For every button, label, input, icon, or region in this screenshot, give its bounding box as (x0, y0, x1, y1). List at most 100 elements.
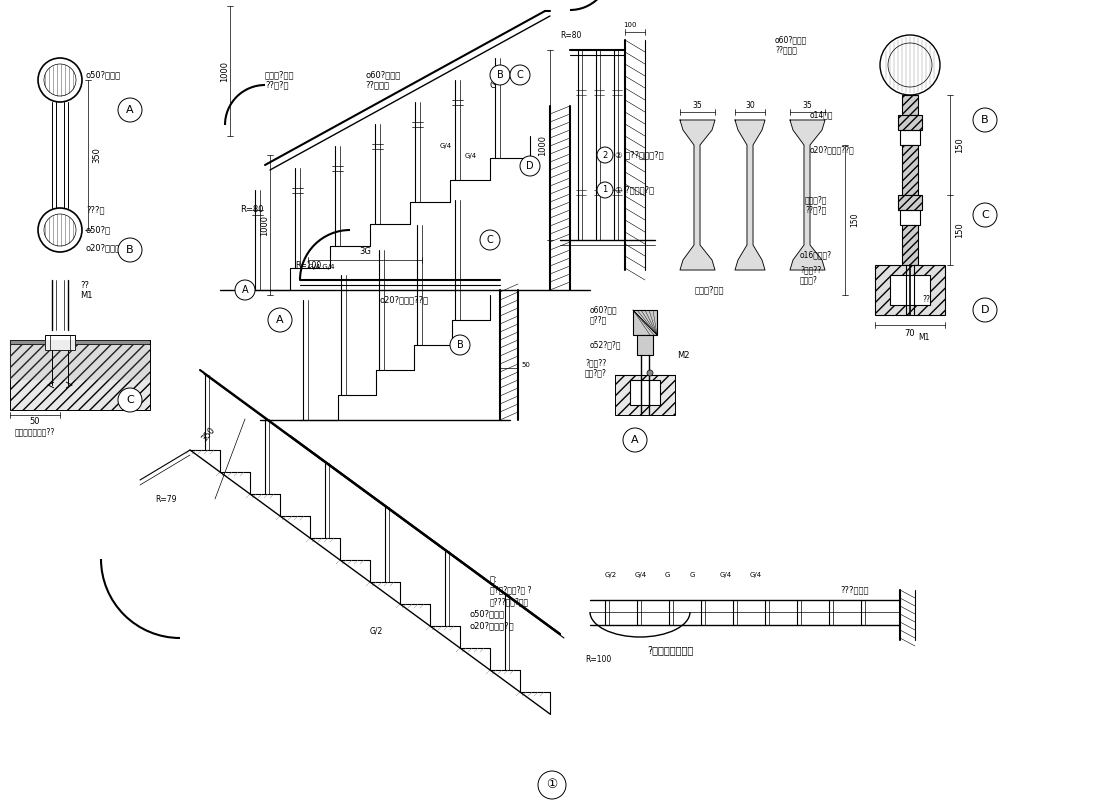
Text: 35: 35 (802, 101, 812, 110)
Text: o60?管或不
??管扶手: o60?管或不 ??管扶手 (365, 70, 400, 89)
Text: 150: 150 (955, 137, 964, 153)
Bar (900, 130, 920, 145)
Text: ???杆扶手: ???杆扶手 (840, 585, 868, 595)
Bar (633, 310, 657, 335)
Text: A: A (631, 435, 639, 445)
Text: 成品花?示意: 成品花?示意 (695, 285, 725, 294)
Text: R=100: R=100 (585, 655, 611, 664)
Circle shape (510, 65, 531, 85)
Text: 350: 350 (92, 147, 101, 163)
Bar (875, 265, 945, 315)
Circle shape (268, 308, 292, 332)
Text: 1: 1 (602, 185, 608, 194)
Circle shape (520, 156, 540, 176)
Text: ??: ?? (81, 280, 89, 289)
Text: ???光: ???光 (86, 206, 105, 214)
Circle shape (118, 238, 142, 262)
Bar (902, 225, 918, 265)
Text: B: B (982, 115, 988, 125)
Text: 成品花?，由
??人?定: 成品花?，由 ??人?定 (265, 70, 295, 89)
Circle shape (647, 370, 653, 376)
Text: C: C (516, 70, 524, 80)
Polygon shape (681, 120, 715, 270)
Text: 成品花?由
??人?定: 成品花?由 ??人?定 (805, 195, 827, 214)
Text: o50?管扶手: o50?管扶手 (86, 70, 121, 80)
Text: C: C (126, 395, 133, 405)
Text: 1000: 1000 (260, 214, 269, 235)
Bar (10, 340, 150, 344)
Text: 3G: 3G (360, 247, 371, 256)
Text: o60?管或
不??管: o60?管或 不??管 (590, 305, 618, 325)
Text: A: A (126, 105, 133, 115)
Circle shape (118, 388, 142, 412)
Text: R=80: R=80 (560, 31, 581, 39)
Text: G/4: G/4 (750, 572, 762, 578)
Text: 35: 35 (692, 101, 702, 110)
Text: R=80: R=80 (240, 206, 264, 214)
Text: 100: 100 (623, 22, 636, 28)
Text: C: C (486, 235, 493, 245)
Circle shape (538, 771, 566, 799)
Text: A: A (276, 315, 283, 325)
Text: G: G (665, 572, 671, 578)
Text: R=100: R=100 (295, 260, 321, 269)
Text: B: B (457, 340, 463, 350)
Text: G/4 G/4: G/4 G/4 (308, 264, 334, 270)
Text: o20?管立柱?杆: o20?管立柱?杆 (470, 621, 515, 630)
Text: o16立柱套?: o16立柱套? (800, 251, 832, 260)
Bar (10, 340, 150, 410)
Circle shape (973, 108, 997, 132)
Bar (898, 115, 922, 130)
Text: ?或不??
成品?口?: ?或不?? 成品?口? (585, 359, 607, 378)
Bar (900, 210, 920, 225)
Text: ??: ?? (922, 296, 930, 305)
Bar (902, 145, 918, 195)
Polygon shape (735, 120, 765, 270)
Text: G/4: G/4 (465, 153, 478, 159)
Circle shape (450, 335, 470, 355)
Text: ② 不??管扶手?杆: ② 不??管扶手?杆 (615, 151, 664, 160)
Text: 30: 30 (746, 101, 754, 110)
Text: A: A (242, 285, 248, 295)
Bar (45, 335, 75, 350)
Circle shape (235, 280, 255, 300)
Text: 150: 150 (850, 213, 859, 227)
Polygon shape (790, 120, 825, 270)
Text: 2: 2 (602, 151, 608, 160)
Bar (898, 195, 922, 210)
Bar (630, 380, 660, 405)
Circle shape (490, 65, 510, 85)
Bar (902, 95, 918, 115)
Text: o20?管或不??管: o20?管或不??管 (381, 296, 429, 305)
Text: o20?管或不??管: o20?管或不??管 (810, 146, 855, 155)
Text: G: G (690, 572, 695, 578)
Text: G/4: G/4 (440, 143, 452, 149)
Text: G/4: G/4 (720, 572, 732, 578)
Text: o20?管立柱: o20?管立柱 (86, 243, 121, 252)
Circle shape (118, 98, 142, 122)
Text: 1000: 1000 (219, 60, 229, 81)
Text: M1: M1 (81, 290, 93, 300)
Text: 中???表示?走点: 中???表示?走点 (490, 597, 529, 606)
Text: o60?管或不
??管扶手: o60?管或不 ??管扶手 (775, 35, 807, 55)
Circle shape (597, 182, 613, 198)
Bar (615, 375, 675, 415)
Circle shape (623, 428, 647, 452)
Text: G/4: G/4 (635, 572, 647, 578)
Text: o50?管: o50?管 (86, 226, 111, 235)
Text: o14拉杆: o14拉杆 (810, 110, 834, 119)
Text: o52?抬?筒: o52?抬?筒 (590, 340, 621, 350)
Text: ?杆立框平面示意: ?杆立框平面示意 (646, 645, 693, 655)
Text: G: G (490, 81, 496, 90)
Text: 350: 350 (200, 425, 217, 443)
Text: R=79: R=79 (156, 496, 176, 505)
Text: D: D (526, 161, 534, 171)
Text: M1: M1 (918, 334, 930, 343)
Circle shape (480, 230, 500, 250)
Text: C: C (982, 210, 989, 220)
Circle shape (597, 147, 613, 163)
Text: B: B (496, 70, 503, 80)
Text: B: B (126, 245, 133, 255)
Text: 150: 150 (955, 222, 964, 238)
Text: 本?杆?定型?品 ?: 本?杆?定型?品 ? (490, 585, 532, 595)
